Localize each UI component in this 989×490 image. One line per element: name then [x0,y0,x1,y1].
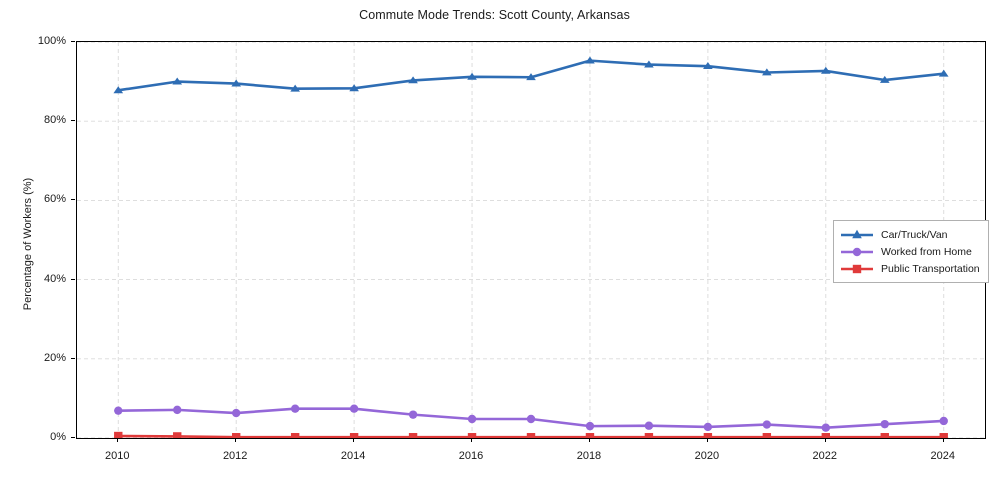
series-marker [585,56,595,64]
y-tick-label: 100% [37,35,66,47]
x-tick-label: 2012 [222,450,248,462]
legend-swatch-triangle-icon [841,229,873,238]
series-marker [113,86,124,94]
series-marker [114,431,123,438]
series-marker [173,432,182,438]
y-tick-mark [71,41,75,43]
series-marker [467,414,477,424]
series-marker [173,405,182,415]
x-tick-label: 2022 [812,450,838,462]
series-marker [467,433,477,438]
series-marker [879,75,890,83]
series-marker [290,84,300,92]
y-tick-mark [71,278,75,280]
series-marker [526,73,536,81]
series-marker [880,433,889,438]
series-marker [349,84,359,92]
x-tick-label: 2016 [458,450,484,462]
series-marker [644,433,654,438]
y-tick-label: 0% [50,431,66,443]
series-marker [526,414,536,424]
legend-label: Worked from Home [881,245,972,258]
x-tick-mark [471,438,473,442]
series-marker [762,433,772,438]
series-marker [526,433,536,438]
series-marker [762,420,772,429]
series-marker [821,423,831,432]
legend-swatch-square-icon [841,264,873,273]
series-marker [290,404,300,413]
x-tick-mark [824,438,826,442]
plot-lines [77,42,985,438]
series-marker [231,79,242,87]
y-tick-label: 20% [43,351,66,364]
series-marker [703,433,713,438]
series-marker [290,433,300,438]
legend-label: Car/Truck/Van [881,228,948,241]
series-marker [703,62,713,70]
chart-legend: Car/Truck/Van Worked from Home Public Tran… [833,220,989,283]
series-marker [703,422,713,432]
x-tick-mark [353,438,355,442]
y-tick-mark [71,437,75,439]
series-marker [231,408,241,418]
x-tick-mark [942,438,944,442]
x-tick-label: 2010 [105,450,130,462]
x-tick-label: 2014 [340,450,366,462]
series-marker [172,77,183,85]
series-marker [820,66,831,74]
series-marker [408,410,418,419]
legend-item[interactable]: Car/Truck/Van [840,226,980,243]
x-tick-mark [235,438,237,442]
series-marker [585,421,595,431]
series-marker [114,406,123,415]
legend-swatch-circle-icon [841,247,873,256]
legend-item[interactable]: Public Transportation [840,260,980,277]
series-marker [231,433,241,438]
y-tick-mark [71,199,75,201]
series-marker [939,416,948,426]
series-marker [762,68,772,76]
x-tick-label: 2018 [576,450,602,462]
series-marker [644,60,654,68]
x-tick-label: 2020 [694,450,720,462]
x-tick-label: 2024 [930,450,955,462]
y-tick-label: 80% [43,114,66,127]
y-axis-label: Percentage of Workers (%) [22,177,34,311]
series-marker [880,419,889,429]
y-tick-label: 40% [43,272,66,285]
x-tick-mark [706,438,708,442]
series-marker [349,404,359,413]
y-tick-mark [71,357,75,359]
series-marker [644,421,654,430]
series-marker [821,433,831,438]
series-marker [349,433,359,438]
series-marker [585,433,595,438]
series-marker [408,76,418,84]
y-tick-mark [71,120,75,122]
x-tick-mark [588,438,591,442]
legend-label: Public Transportation [881,262,980,275]
chart-title: Commute Mode Trends: Scott County, Arkan… [359,8,630,22]
series-marker [467,72,477,80]
y-tick-label: 60% [43,193,66,206]
legend-item[interactable]: Worked from Home [840,243,980,260]
series-marker [938,69,949,77]
series-marker [408,433,418,438]
x-tick-mark [117,438,119,442]
series-marker [939,433,948,438]
